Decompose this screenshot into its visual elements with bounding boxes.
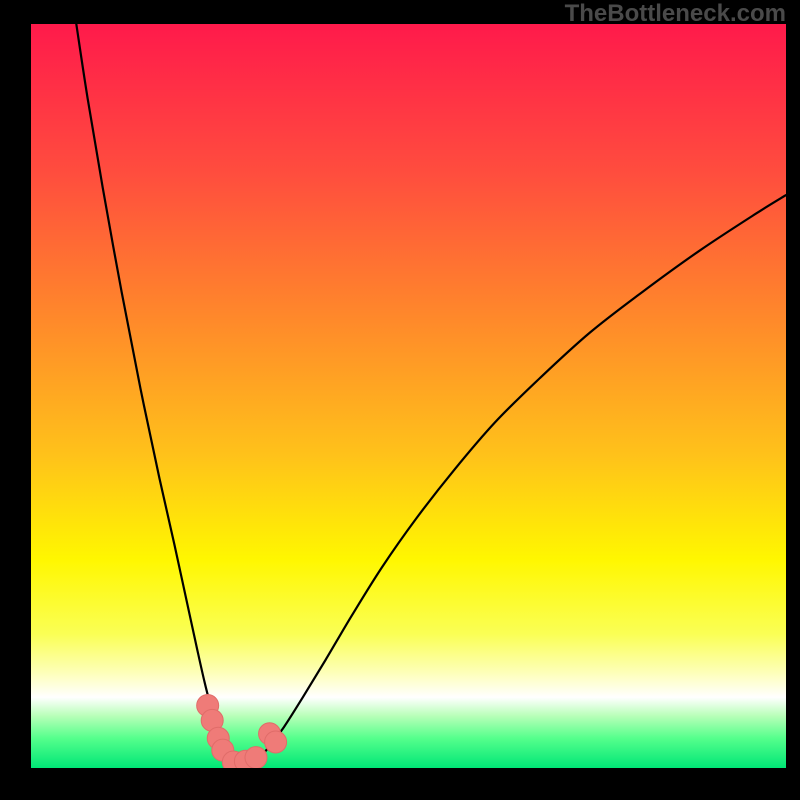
data-marker [265, 731, 287, 753]
data-marker [245, 747, 267, 768]
gradient-background [31, 24, 786, 768]
watermark-text: TheBottleneck.com [565, 0, 786, 28]
chart-svg [31, 24, 786, 768]
chart-frame: TheBottleneck.com [0, 0, 800, 800]
plot-area [31, 24, 786, 768]
